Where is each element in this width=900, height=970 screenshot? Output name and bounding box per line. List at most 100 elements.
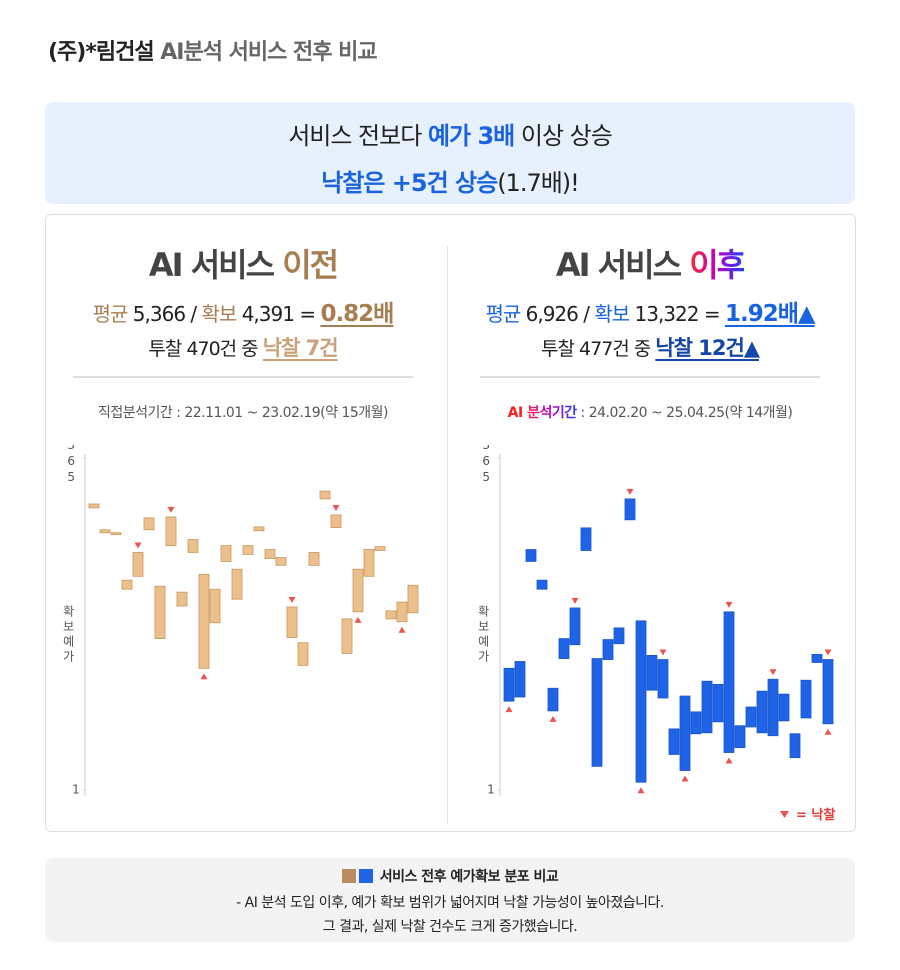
win-marker bbox=[505, 706, 513, 713]
text: AI 서비스 bbox=[148, 246, 283, 284]
y-tick-label: 1 bbox=[487, 783, 495, 797]
chart: 1 1365 확보예가 bbox=[476, 445, 834, 797]
range-bar bbox=[198, 573, 210, 669]
text: 낙찰은 +5건 상승 bbox=[321, 169, 498, 197]
range-bar bbox=[341, 618, 353, 654]
banner-line: 서비스 전보다 예가 3배 이상 상승 bbox=[45, 116, 855, 151]
range-bar bbox=[374, 546, 386, 551]
range-bar bbox=[319, 490, 331, 500]
range-bar bbox=[536, 579, 548, 590]
range-bar bbox=[558, 638, 570, 659]
text: 서비스 전후 예가확보 분포 비교 bbox=[379, 869, 559, 885]
stats: 평균 6,926 / 확보 13,322 = 1.92배▲ bbox=[470, 294, 830, 328]
y-tick-label: 1365 bbox=[479, 445, 493, 486]
win-marker bbox=[824, 649, 832, 656]
panel-before: AI 서비스 이전 평균 5,366 / 확보 4,391 = 0.82배 투찰… bbox=[63, 240, 423, 422]
rule bbox=[73, 376, 413, 378]
footer-line: - AI 분석 도입 이후, 예가 확보 범위가 넓어지며 낙찰 가능성이 높아… bbox=[45, 892, 855, 912]
text: 낙찰 7건 bbox=[262, 336, 339, 360]
panel-after: AI 서비스 이후 평균 6,926 / 확보 13,322 = 1.92배▲ … bbox=[470, 240, 830, 422]
footer-title: 서비스 전후 예가확보 분포 비교 bbox=[45, 866, 855, 886]
range-bar bbox=[121, 579, 133, 590]
banner: 서비스 전보다 예가 3배 이상 상승 낙찰은 +5건 상승(1.7배)! bbox=[45, 102, 855, 204]
chart: 1 1365 확보예가 bbox=[61, 445, 419, 797]
stats: 평균 5,366 / 확보 4,391 = 0.82배 bbox=[63, 294, 423, 328]
text: - AI 분석 도입 이후, 예가 확보 범위가 넓어지며 낙찰 가능성이 높아… bbox=[236, 895, 664, 911]
range-bar bbox=[723, 611, 735, 753]
text: 확보 bbox=[594, 302, 630, 326]
range-bar bbox=[591, 658, 603, 767]
range-bar bbox=[624, 498, 636, 521]
win-marker bbox=[332, 504, 340, 511]
range-bar bbox=[352, 568, 364, 613]
range-bar bbox=[712, 683, 724, 723]
range-bar bbox=[514, 661, 526, 698]
period: AI 분석기간 : 24.02.20 ~ 25.04.25(약 14개월) bbox=[470, 402, 830, 422]
win-marker bbox=[681, 775, 689, 782]
heading: AI 서비스 이후 bbox=[470, 240, 830, 286]
banner-line: 낙찰은 +5건 상승(1.7배)! bbox=[45, 163, 855, 198]
legend-marker bbox=[780, 811, 789, 818]
range-bar bbox=[88, 503, 100, 509]
company: (주)*림건설 bbox=[48, 40, 155, 65]
range-bar bbox=[264, 549, 276, 559]
range-bar bbox=[668, 728, 680, 755]
page-title: (주)*림건설 AI분석 서비스 전후 비교 bbox=[48, 34, 378, 66]
range-bar bbox=[187, 539, 199, 553]
win-marker bbox=[769, 669, 777, 676]
legend-squares bbox=[341, 869, 373, 883]
win-marker bbox=[549, 715, 557, 722]
range-bar bbox=[99, 529, 111, 534]
win-marker bbox=[398, 626, 406, 633]
heading: AI 서비스 이전 bbox=[63, 240, 423, 286]
text: 직접분석기간 : 22.11.01 ~ 23.02.19(약 15개월) bbox=[97, 405, 389, 421]
text: 13,322 = bbox=[629, 302, 725, 326]
range-bar bbox=[569, 607, 581, 646]
text: 서비스 전보다 bbox=[288, 122, 428, 150]
text: 평균 bbox=[92, 302, 129, 326]
range-bar bbox=[275, 557, 287, 566]
range-bar bbox=[220, 545, 232, 562]
range-bar bbox=[143, 517, 155, 531]
range-bar bbox=[800, 679, 812, 719]
text: 확보 bbox=[201, 302, 238, 326]
footer: 서비스 전후 예가확보 분포 비교 - AI 분석 도입 이후, 예가 확보 범… bbox=[45, 858, 855, 942]
range-bar bbox=[110, 532, 122, 536]
range-bar bbox=[811, 654, 823, 663]
range-bar bbox=[242, 545, 254, 555]
text: 이후 bbox=[689, 246, 746, 284]
stats: 투찰 470건 중 낙찰 7건 bbox=[63, 332, 423, 362]
range-bar bbox=[165, 516, 177, 547]
range-bar bbox=[503, 667, 515, 702]
win-marker bbox=[200, 673, 208, 680]
win-marker bbox=[824, 728, 832, 735]
text: 4,391 = bbox=[236, 302, 321, 326]
text: AI bbox=[507, 405, 524, 421]
text: 이전 bbox=[282, 246, 339, 284]
win-marker bbox=[637, 787, 645, 794]
win-marker bbox=[725, 757, 733, 764]
y-axis-title: 확보예가 bbox=[61, 605, 75, 665]
text: 분석기간 bbox=[522, 405, 577, 421]
range-bar bbox=[330, 514, 342, 529]
range-bar bbox=[613, 627, 625, 645]
win-marker bbox=[626, 488, 634, 495]
text: 평균 bbox=[485, 302, 521, 326]
range-bar bbox=[297, 642, 309, 666]
range-bar bbox=[701, 680, 713, 734]
title: AI분석 서비스 전후 비교 bbox=[153, 40, 377, 65]
footer-line: 그 결과, 실제 낙찰 건수도 크게 증가했습니다. bbox=[45, 916, 855, 936]
range-bar bbox=[286, 606, 298, 639]
text: 1.92배▲ bbox=[724, 301, 816, 327]
panel-box bbox=[45, 214, 856, 832]
text: 투찰 470건 중 bbox=[148, 338, 263, 360]
win-marker bbox=[571, 597, 579, 604]
legend: = 낙찰 bbox=[780, 804, 835, 823]
text: 0.82배 bbox=[320, 301, 394, 327]
range-bar bbox=[756, 690, 768, 734]
period: 직접분석기간 : 22.11.01 ~ 23.02.19(약 15개월) bbox=[63, 402, 423, 422]
text: : 24.02.20 ~ 25.04.25(약 14개월) bbox=[576, 405, 793, 421]
range-bar bbox=[646, 654, 658, 691]
text: 5,366 / bbox=[127, 302, 202, 326]
